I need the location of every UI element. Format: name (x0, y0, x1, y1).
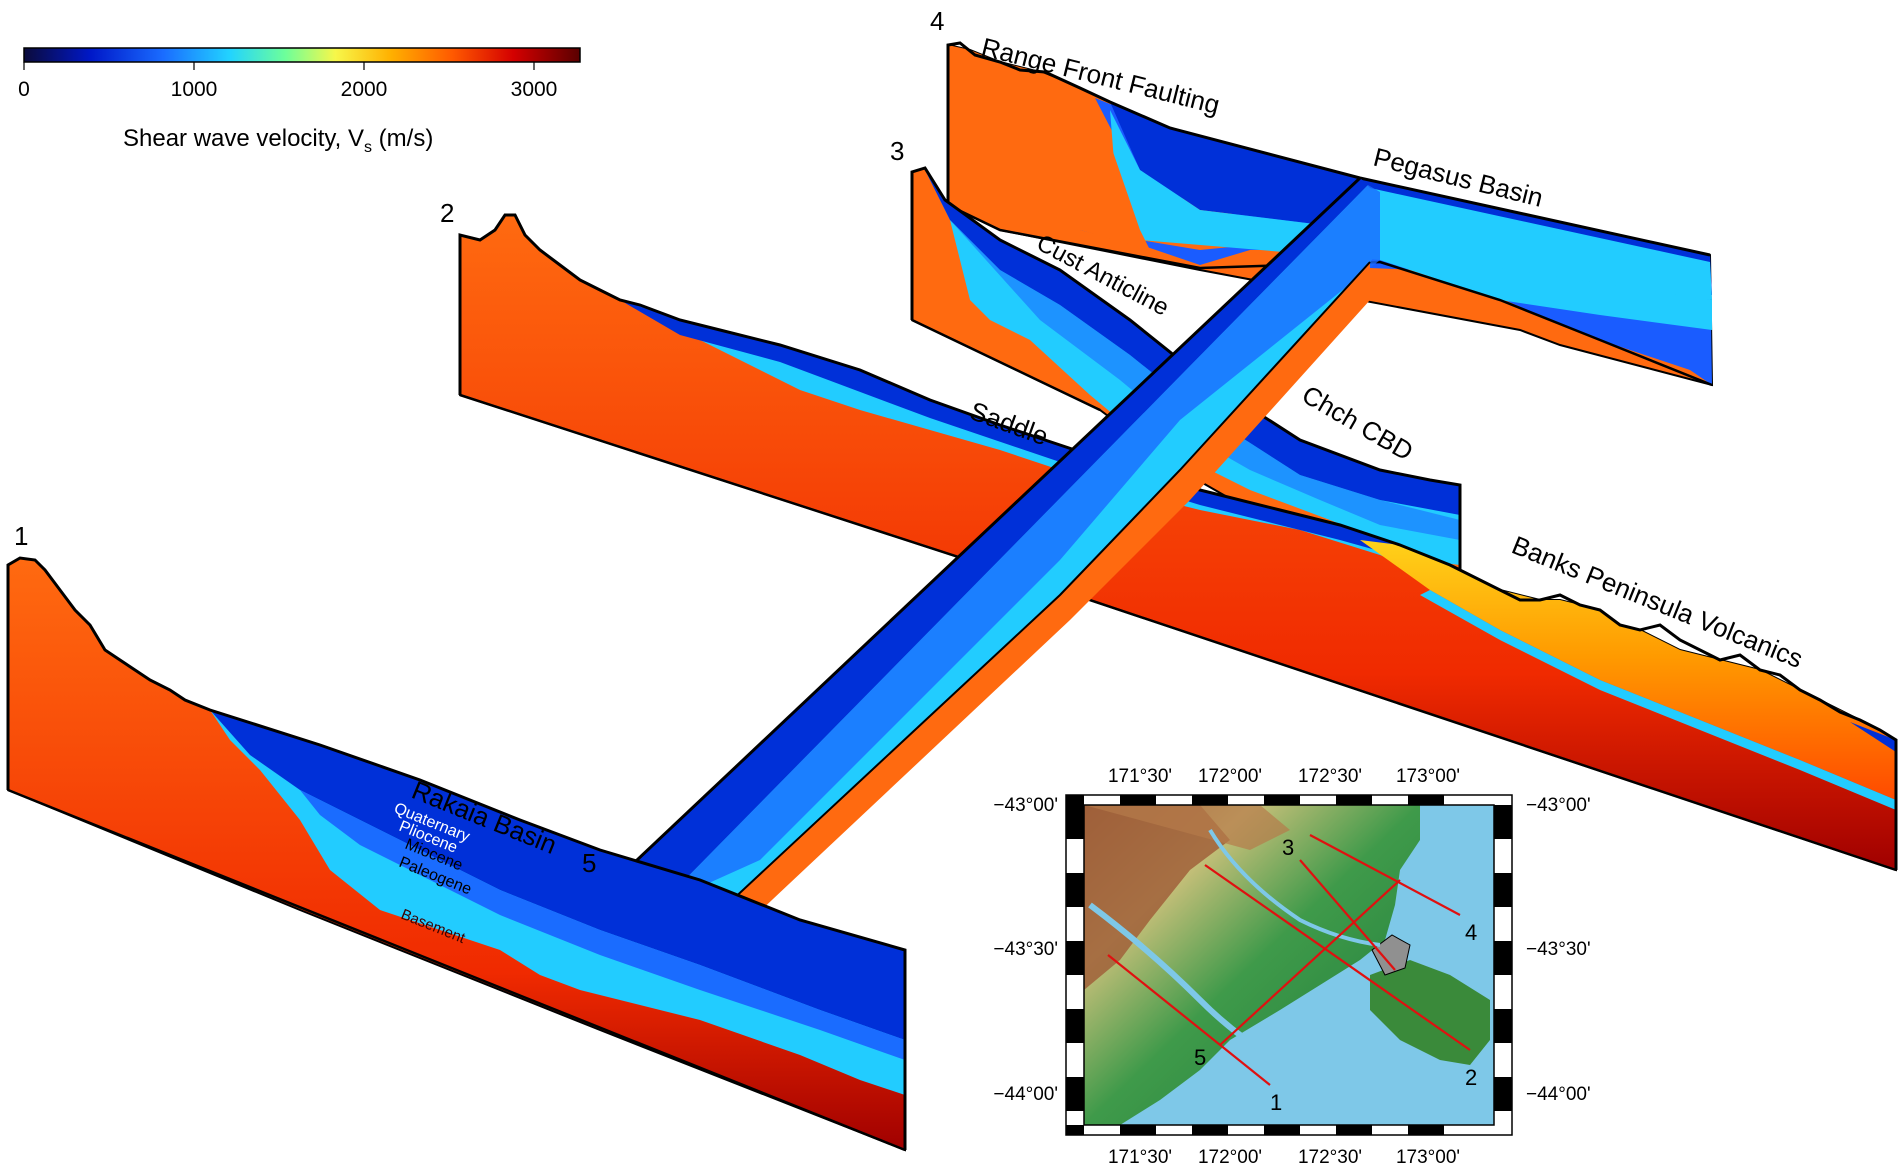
map-lon-tick-top-1: 171°30' (1108, 766, 1172, 787)
profile-number-5: 5 (582, 848, 596, 878)
cross-section-2 (458, 213, 1898, 872)
map-lat-tick-right-2: −43°30' (1526, 939, 1591, 960)
map-banks-peninsula (1370, 960, 1490, 1065)
map-lon-tick-top-4: 173°00' (1396, 766, 1460, 787)
map-line-label-3: 3 (1282, 835, 1294, 860)
colorbar-tick-2000: 2000 (341, 78, 388, 101)
map-lon-tick-top-2: 172°00' (1198, 766, 1262, 787)
profile-number-4: 4 (930, 6, 944, 36)
map-line-label-4: 4 (1465, 920, 1477, 945)
colorbar-ramp (23, 47, 581, 63)
map-line-label-2: 2 (1465, 1065, 1477, 1090)
cross-section-1 (6, 556, 907, 1152)
colorbar-title: Shear wave velocity, Vs (m/s) (123, 125, 433, 156)
map-lat-tick-right-3: −44°00' (1526, 1084, 1591, 1105)
map-lat-tick-right-1: −43°00' (1526, 795, 1591, 816)
map-profile-lines (1107, 834, 1471, 1086)
colorbar-tick-0: 0 (18, 78, 30, 101)
colorbar-tick-3000: 3000 (511, 78, 558, 101)
map-lat-tick-left-2: −43°30' (993, 939, 1058, 960)
map-lon-tick-bottom-2: 172°00' (1198, 1147, 1262, 1168)
inset-map: 1 2 3 4 5 171°30' 172°00' 172°30' 173°00… (993, 766, 1590, 1168)
colorbar: 0 1000 2000 3000 Shear wave velocity, Vs… (18, 47, 581, 156)
profile-number-2: 2 (440, 198, 454, 228)
map-christchurch (1371, 934, 1411, 976)
map-lon-tick-top-3: 172°30' (1298, 766, 1362, 787)
map-lon-tick-bottom-4: 173°00' (1396, 1147, 1460, 1168)
map-lon-tick-bottom-1: 171°30' (1108, 1147, 1172, 1168)
profile-number-1: 1 (14, 521, 28, 551)
map-lon-tick-bottom-3: 172°30' (1298, 1147, 1362, 1168)
map-lat-tick-left-1: −43°00' (993, 795, 1058, 816)
colorbar-tick-1000: 1000 (171, 78, 218, 101)
map-line-label-1: 1 (1270, 1090, 1282, 1115)
map-line-label-5: 5 (1194, 1045, 1206, 1070)
map-lat-tick-left-3: −44°00' (993, 1084, 1058, 1105)
profile-number-3: 3 (890, 136, 904, 166)
cross-section-5 (598, 176, 1712, 935)
